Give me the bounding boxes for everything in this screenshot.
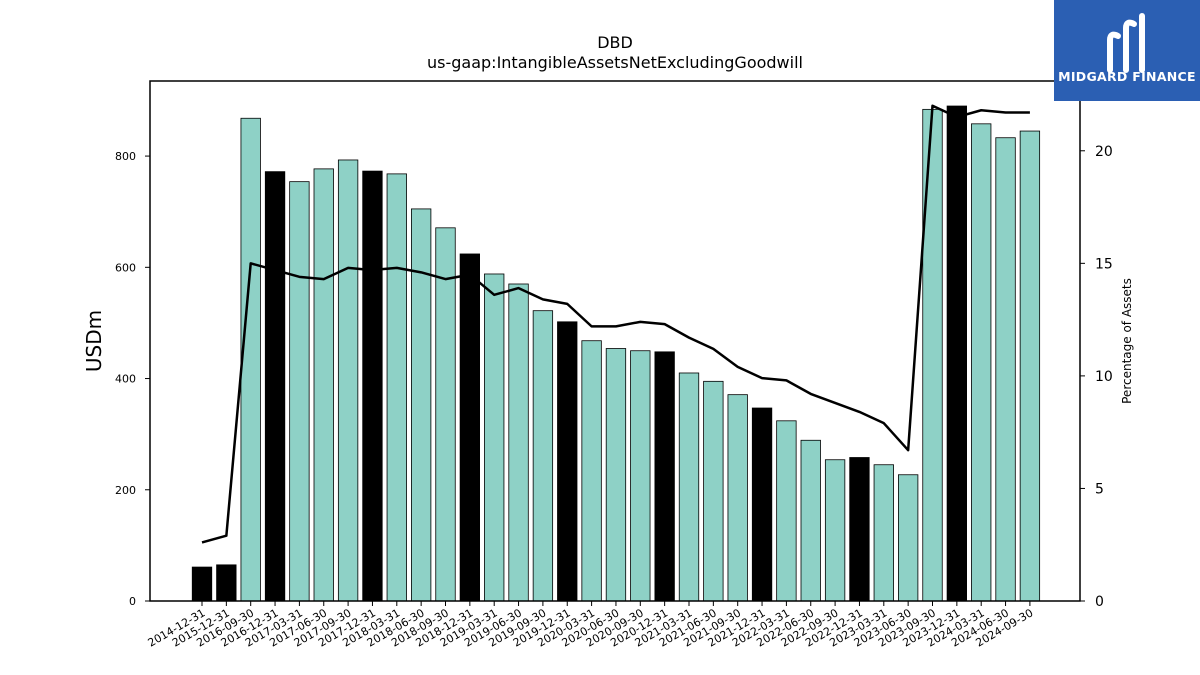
bar-2022-03-31 xyxy=(776,420,797,602)
bar-2017-09-30 xyxy=(337,159,359,602)
chart-subtitle: us-gaap:IntangibleAssetsNetExcludingGood… xyxy=(427,53,803,72)
bar-2020-03-31 xyxy=(581,340,602,602)
bar-2019-03-31 xyxy=(484,273,505,602)
y2-tick-label: 0 xyxy=(1095,594,1104,610)
percentage-line xyxy=(201,104,1030,544)
y2-tick-label: 10 xyxy=(1095,369,1113,385)
bar-2023-03-31 xyxy=(873,464,894,602)
bar-2017-12-31 xyxy=(362,170,383,602)
y-axis-label: USDm xyxy=(82,310,106,372)
bar-2019-12-31 xyxy=(557,321,578,602)
bar-2018-09-30 xyxy=(435,227,456,602)
bar-2019-06-30 xyxy=(508,283,529,602)
y2-tick-label: 20 xyxy=(1095,144,1113,160)
bar-2019-09-30 xyxy=(532,310,554,602)
bar-2020-09-30 xyxy=(630,350,651,602)
bar-2017-06-30 xyxy=(313,168,334,602)
y-tick-label: 600 xyxy=(115,261,136,274)
bar-2023-09-30 xyxy=(922,108,943,602)
bar-2022-09-30 xyxy=(824,459,846,602)
bar-2021-06-30 xyxy=(703,380,724,602)
bar-2022-12-31 xyxy=(849,457,870,602)
bar-2018-12-31 xyxy=(459,253,481,602)
bar-2023-06-30 xyxy=(898,474,919,602)
logo: MIDGARD FINANCE xyxy=(1054,0,1200,101)
bar-2024-03-31 xyxy=(971,123,992,602)
y-tick-label: 400 xyxy=(115,373,136,386)
bar-2020-12-31 xyxy=(654,351,675,602)
bar-2023-12-31 xyxy=(946,105,967,602)
bar-series xyxy=(191,105,1041,602)
bar-2018-03-31 xyxy=(386,173,407,602)
right-axis-ticks: 0 5 10 15 20 xyxy=(1080,144,1113,610)
bar-2014-12-31 xyxy=(191,566,213,602)
y-tick-label: 800 xyxy=(115,150,136,163)
bar-2016-09-30 xyxy=(240,117,261,602)
bar-2024-06-30 xyxy=(995,137,1016,602)
bar-2021-09-30 xyxy=(727,394,748,602)
x-axis-ticks: 2014-12-312015-12-312016-09-302016-12-31… xyxy=(146,601,1035,650)
y2-axis-label: Percentage of Assets xyxy=(1120,278,1134,404)
left-axis-ticks: 0 200 400 600 800 xyxy=(115,150,150,608)
bar-2017-03-31 xyxy=(289,181,310,602)
bar-2022-06-30 xyxy=(800,439,821,602)
logo-mark-icon xyxy=(1107,13,1145,73)
bar-2018-06-30 xyxy=(410,208,432,602)
bar-2015-12-31 xyxy=(216,564,237,602)
y-tick-label: 0 xyxy=(129,595,136,608)
logo-text: MIDGARD FINANCE xyxy=(1058,69,1196,84)
line-series xyxy=(201,104,1030,544)
y2-tick-label: 5 xyxy=(1095,481,1104,497)
bar-2021-12-31 xyxy=(751,407,773,602)
bar-2020-06-30 xyxy=(605,348,627,602)
y2-tick-label: 15 xyxy=(1095,256,1113,272)
y-tick-label: 200 xyxy=(115,484,136,497)
plot-frame xyxy=(149,80,1081,602)
bar-2016-12-31 xyxy=(264,171,286,602)
bar-2021-03-31 xyxy=(678,372,700,602)
bar-2024-09-30 xyxy=(1019,130,1041,602)
chart-title: DBD xyxy=(597,33,633,52)
